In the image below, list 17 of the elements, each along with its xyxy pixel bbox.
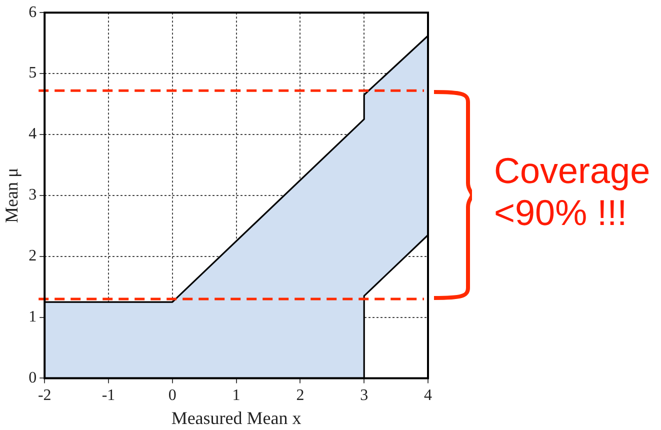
x-tick-label: 4 — [424, 387, 432, 404]
y-axis-title: Mean μ — [2, 168, 22, 223]
x-tick-label: 1 — [232, 387, 240, 404]
y-tick-label: 2 — [28, 248, 37, 265]
text: Coverage <90% !!! — [494, 150, 650, 234]
y-tick-label: 0 — [28, 369, 37, 386]
x-tick-label: 2 — [296, 387, 304, 404]
y-tick-label: 1 — [28, 308, 37, 326]
x-tick-label: 3 — [360, 387, 368, 404]
x-tick-label: -2 — [38, 387, 52, 404]
x-tick-label: 0 — [168, 387, 176, 404]
x-axis-title: Measured Mean x — [171, 408, 302, 428]
y-tick-label: 3 — [28, 186, 37, 204]
y-tick-label: 6 — [28, 4, 37, 21]
y-tick-label: 5 — [28, 64, 37, 82]
y-tick-label: 4 — [28, 126, 37, 143]
x-tick-label: -1 — [102, 387, 116, 404]
